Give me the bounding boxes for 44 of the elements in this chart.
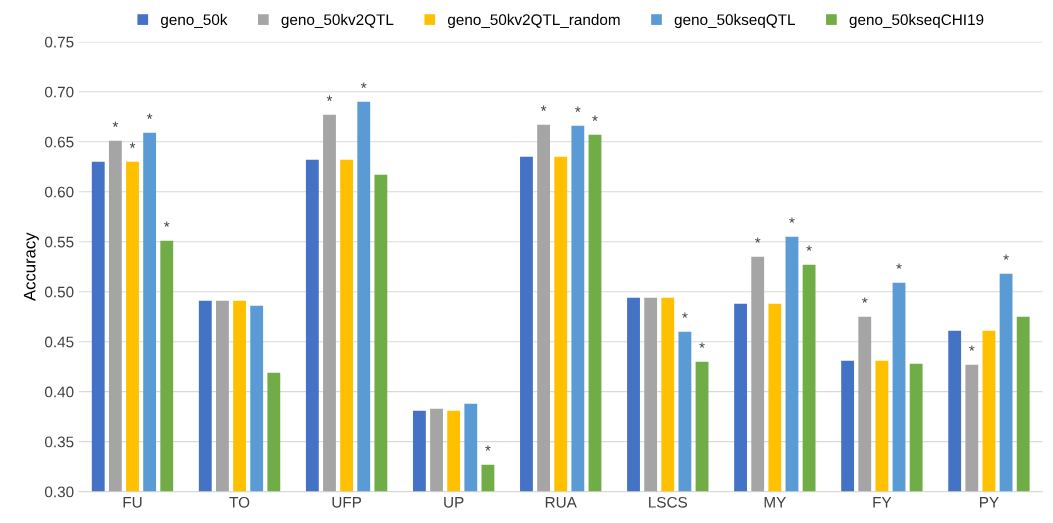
x-tick-label: TO xyxy=(229,496,250,508)
x-tick-label: MY xyxy=(764,497,786,508)
data-label: * xyxy=(806,245,812,251)
data-label: * xyxy=(164,221,170,227)
data-label: * xyxy=(485,445,491,451)
data-label: * xyxy=(146,113,153,119)
data-label: * xyxy=(789,217,795,223)
y-tick-label: 0.45 xyxy=(44,336,74,348)
data-label: * xyxy=(112,121,119,127)
data-label: * xyxy=(754,237,761,243)
data-label: * xyxy=(682,312,688,318)
y-axis-title: Accuracy xyxy=(23,232,39,301)
data-label: * xyxy=(361,82,367,88)
y-tick-label: 0.50 xyxy=(44,286,74,298)
data-label: * xyxy=(699,342,705,348)
y-tick-label: 0.70 xyxy=(44,86,74,98)
y-tick-label: 0.30 xyxy=(44,486,74,498)
x-tick-label: UFP xyxy=(332,497,362,508)
legend-label: geno_50kv2QTL_random xyxy=(447,13,620,29)
y-tick-label: 0.40 xyxy=(44,386,74,398)
x-tick-label: FU xyxy=(123,497,142,508)
data-label: * xyxy=(862,297,868,303)
x-tick-label: UP xyxy=(444,497,464,508)
y-tick-label: 0.60 xyxy=(44,186,74,198)
y-tick-label: 0.35 xyxy=(44,436,74,448)
x-tick-label: RUA xyxy=(545,497,577,508)
x-tick-label: PY xyxy=(980,497,999,508)
legend-label: geno_50kv2QTL xyxy=(281,13,394,29)
y-tick-label: 0.75 xyxy=(44,36,74,48)
legend-label: geno_50kseqQTL xyxy=(674,13,796,29)
data-label: * xyxy=(326,95,333,101)
data-label: * xyxy=(592,115,598,121)
data-label: * xyxy=(129,142,136,148)
data-label: * xyxy=(969,345,975,351)
x-tick-label: FY xyxy=(873,497,892,508)
data-label: * xyxy=(1003,254,1009,260)
legend-label: geno_50kseqCHI19 xyxy=(849,13,984,29)
x-tick-label: LSCS xyxy=(649,496,688,508)
data-label: * xyxy=(575,106,581,112)
data-label: * xyxy=(896,263,902,269)
y-tick-label: 0.65 xyxy=(44,136,74,148)
legend-label: geno_50k xyxy=(160,13,228,29)
data-label: * xyxy=(540,105,547,111)
y-tick-label: 0.55 xyxy=(44,236,74,248)
